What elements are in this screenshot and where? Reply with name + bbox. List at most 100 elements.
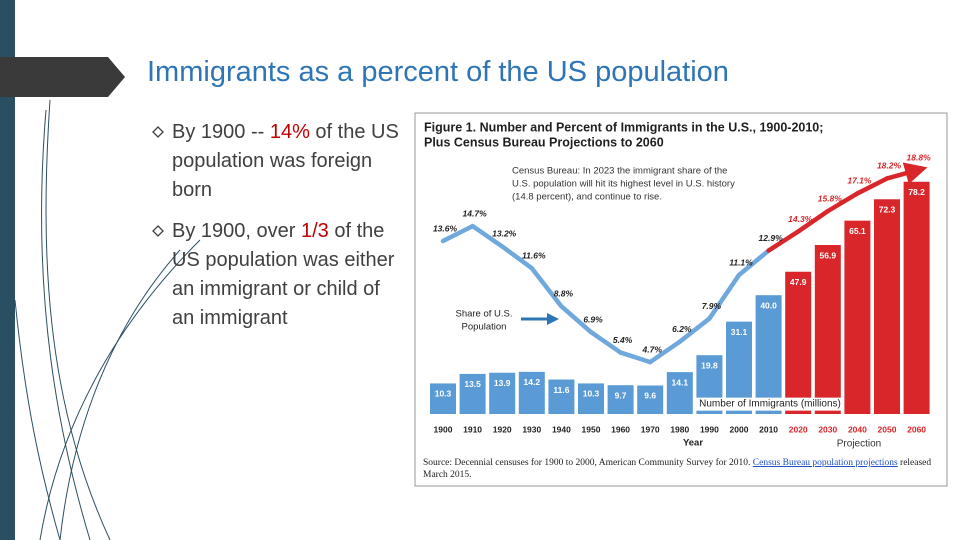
bullet: By 1900, over 1/3 of the US population w…	[152, 217, 404, 333]
line-value-label: 18.2%	[877, 161, 902, 171]
x-tick-label: 1930	[522, 424, 541, 434]
line-segment	[795, 208, 831, 234]
x-tick-label: 1900	[434, 424, 453, 434]
line-segment	[440, 223, 475, 244]
bar-value-label: 31.1	[731, 327, 748, 337]
bar	[814, 245, 841, 414]
line-value-label: 14.7%	[463, 208, 488, 218]
slide-title: Immigrants as a percent of the US popula…	[147, 56, 729, 88]
bar-value-label: 19.8	[701, 360, 718, 370]
source-link: Census Bureau population projections	[752, 458, 898, 468]
x-tick-label: 2060	[907, 424, 926, 434]
line-value-label: 14.3%	[788, 214, 813, 224]
x-tick-label: 1940	[552, 424, 571, 434]
line-value-label: 6.2%	[672, 324, 692, 334]
line-value-label: 13.6%	[433, 223, 458, 233]
line-segment	[499, 244, 535, 271]
source-text: Source: Decennial censuses for 1900 to 2…	[423, 458, 753, 468]
x-tick-label: 2030	[818, 424, 837, 434]
x-tick-label: 2010	[759, 424, 778, 434]
line-segment	[884, 162, 928, 185]
line-segment	[707, 272, 742, 321]
line-segment	[588, 329, 623, 355]
bar-value-label: 10.3	[583, 389, 600, 399]
bar	[903, 181, 930, 414]
bar-value-label: 10.3	[435, 389, 452, 399]
line-segment	[470, 223, 505, 249]
projection-label: Projection	[837, 439, 881, 450]
bar	[489, 372, 516, 414]
x-tick-label: 1950	[582, 424, 601, 434]
x-axis-title: Year	[683, 438, 703, 449]
chart-source: Source: Decennial censuses for 1900 to 2…	[423, 457, 943, 481]
bar	[666, 372, 693, 414]
bullet-icon	[152, 225, 164, 237]
line-segment	[766, 229, 801, 253]
line-segment	[559, 304, 594, 335]
line-series-label: Population	[462, 322, 507, 333]
side-band	[0, 0, 15, 540]
bullet-text: of the US population was either an immig…	[172, 220, 395, 329]
x-tick-label: 1970	[641, 424, 660, 434]
line-series-label: Share of U.S.	[455, 309, 512, 320]
bullet-text: 1/3	[300, 220, 329, 242]
line-segment	[647, 339, 683, 365]
x-tick-label: 1980	[670, 424, 689, 434]
bullet-icon	[152, 126, 164, 138]
bar-value-label: 13.9	[494, 378, 511, 388]
line-value-label: 7.9%	[702, 301, 722, 311]
bar-value-label: 14.2	[524, 377, 541, 387]
line-segment	[618, 350, 653, 365]
bar-value-label: 14.1	[672, 377, 689, 387]
x-tick-label: 2040	[848, 424, 867, 434]
bar-value-label: 78.2	[908, 187, 925, 197]
chart-title: Plus Census Bureau Projections to 2060	[424, 135, 664, 149]
line-value-label: 5.4%	[613, 335, 633, 345]
bar	[430, 383, 456, 414]
bar	[518, 371, 545, 414]
bar	[607, 385, 634, 414]
bar	[459, 373, 486, 414]
bar-value-label: 9.7	[615, 390, 627, 400]
label-bg	[696, 397, 844, 411]
decor-curves	[14, 99, 201, 540]
bullet: By 1900 -- 14% of the US population was …	[152, 118, 404, 205]
line-segment	[855, 176, 890, 196]
line-segment	[677, 316, 712, 344]
bar	[578, 383, 604, 414]
title-tab	[0, 57, 125, 97]
x-tick-label: 2050	[878, 424, 897, 434]
bar-series-label: Number of Immigrants (millions)	[699, 399, 841, 410]
bar-value-label: 11.6	[553, 385, 569, 395]
bar	[755, 295, 782, 414]
line-value-label: 15.8%	[818, 193, 843, 203]
line-value-label: 6.9%	[583, 314, 603, 324]
bar	[548, 379, 575, 414]
bullet-text: By 1900, over	[172, 220, 301, 242]
source-text: released March 2015.	[423, 458, 932, 480]
line-value-label: 11.1%	[729, 257, 753, 267]
bar-value-label: 72.3	[879, 205, 896, 215]
bar-value-label: 40.0	[760, 300, 777, 310]
x-tick-label: 1910	[463, 424, 482, 434]
bar-value-label: 56.9	[820, 250, 837, 260]
annotation: U.S. population will hit its highest lev…	[512, 179, 735, 190]
line-value-label: 4.7%	[642, 344, 663, 354]
x-tick-label: 2000	[730, 424, 749, 434]
line-segment	[529, 265, 564, 309]
bar	[874, 199, 900, 414]
line-segment	[825, 191, 860, 214]
bar	[844, 220, 871, 414]
bar-value-label: 9.6	[644, 391, 656, 401]
bar	[637, 385, 664, 414]
x-tick-label: 1990	[700, 424, 719, 434]
x-tick-label: 1920	[493, 424, 512, 434]
bullet-text: 14%	[269, 121, 310, 143]
line-value-label: 11.6%	[522, 250, 546, 260]
x-tick-label: 2020	[789, 424, 808, 434]
chart-title: Figure 1. Number and Percent of Immigran…	[424, 120, 823, 134]
line-value-label: 18.8%	[907, 153, 932, 163]
x-tick-label: 1960	[611, 424, 630, 434]
